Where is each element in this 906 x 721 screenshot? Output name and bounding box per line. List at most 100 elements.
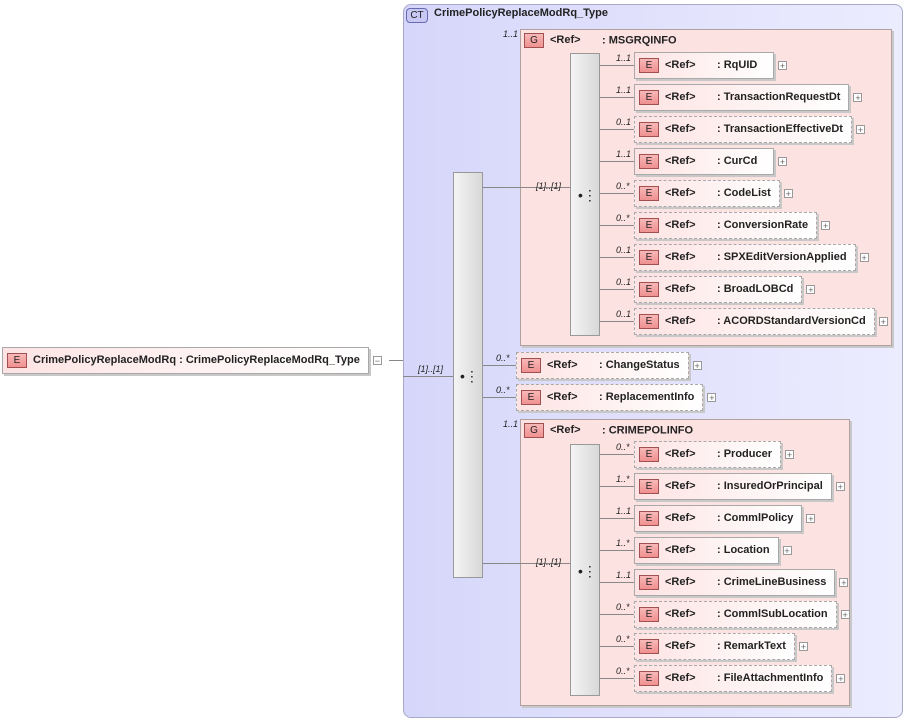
group-header: G <Ref>: MSGRQINFO (524, 33, 677, 48)
connector (600, 225, 634, 226)
element-curcd[interactable]: E <Ref>: CurCd (634, 148, 774, 175)
sequence-compositor[interactable] (570, 444, 600, 696)
ref-label: <Ref> (665, 155, 696, 167)
element-badge: E (639, 281, 659, 297)
child-multiplicity: 0..1 (616, 117, 632, 127)
element-insuredorprincipal-row: E <Ref>: InsuredOrPrincipal + (634, 473, 845, 500)
element-transactionrequestdt[interactable]: E <Ref>: TransactionRequestDt (634, 84, 850, 111)
sequence-icon: •⋮ (578, 563, 597, 579)
expand-toggle[interactable]: + (835, 482, 845, 492)
complex-type-badge: CT (406, 8, 428, 23)
sequence-compositor[interactable] (453, 172, 483, 578)
element-location[interactable]: E <Ref>: Location (634, 537, 779, 564)
element-acordstandardversioncd-row: E <Ref>: ACORDStandardVersionCd + (634, 308, 888, 335)
element-name: : RqUID (717, 59, 758, 71)
ref-label: <Ref> (665, 640, 696, 652)
connector (600, 129, 634, 130)
element-conversionrate[interactable]: E <Ref>: ConversionRate (634, 212, 818, 239)
ref-label: <Ref> (550, 34, 581, 47)
element-badge: E (639, 153, 659, 169)
element-name: : SPXEditVersionApplied (717, 251, 847, 263)
expand-toggle[interactable]: + (836, 674, 846, 684)
expand-toggle[interactable]: + (778, 157, 787, 167)
expand-toggle[interactable]: + (806, 285, 816, 295)
element-spxeditversionapplied[interactable]: E <Ref>: SPXEditVersionApplied (634, 244, 856, 271)
connector (600, 550, 634, 551)
connector (600, 289, 634, 290)
element-codelist[interactable]: E <Ref> : CodeList (634, 180, 780, 207)
element-name: : InsuredOrPrincipal (717, 480, 823, 492)
element-transactioneffectivedt[interactable]: E <Ref>: TransactionEffectiveDt (634, 116, 852, 143)
element-insuredorprincipal[interactable]: E <Ref>: InsuredOrPrincipal (634, 473, 832, 500)
element-rquid-row: E <Ref>: RqUID + (634, 52, 787, 79)
element-name: : FileAttachmentInfo (717, 672, 824, 684)
ref-label: <Ref> (665, 123, 696, 135)
element-commlpolicy[interactable]: E <Ref>: CommlPolicy (634, 505, 803, 532)
collapse-toggle[interactable]: − (372, 356, 382, 366)
root-element-name: CrimePolicyReplaceModRq (33, 354, 177, 366)
child-multiplicity: 1..1 (616, 85, 632, 95)
expand-toggle[interactable]: + (859, 253, 869, 263)
element-badge: E (639, 606, 659, 622)
connector (600, 454, 634, 455)
element-name: : CodeList (717, 187, 771, 199)
expand-toggle[interactable]: + (853, 93, 863, 103)
ref-label: <Ref> (547, 359, 578, 371)
expand-toggle[interactable]: + (778, 61, 787, 71)
ref-label: <Ref> (665, 219, 696, 231)
element-fileattachmentinfo-row: E <Ref> : FileAttachmentInfo + (634, 665, 846, 692)
element-curcd-row: E <Ref>: CurCd + (634, 148, 787, 175)
element-rquid[interactable]: E <Ref>: RqUID (634, 52, 774, 79)
element-crimelinebusiness[interactable]: E <Ref>: CrimeLineBusiness (634, 569, 836, 596)
element-name: : TransactionRequestDt (717, 91, 841, 103)
expand-toggle[interactable]: + (783, 189, 793, 199)
expand-toggle[interactable]: + (782, 546, 792, 556)
expand-toggle[interactable]: + (785, 450, 795, 460)
element-badge: E (639, 89, 659, 105)
expand-toggle[interactable]: + (692, 361, 702, 371)
connector (403, 376, 453, 377)
connector (600, 257, 634, 258)
expand-toggle[interactable]: + (878, 317, 888, 327)
expand-toggle[interactable]: + (707, 393, 717, 403)
child-multiplicity: 1..1 (616, 570, 632, 580)
element-name: : BroadLOBCd (717, 283, 794, 295)
element-badge: E (639, 574, 659, 590)
element-badge: E (639, 510, 659, 526)
child-multiplicity: 1..* (616, 474, 630, 484)
ref-label: <Ref> (665, 608, 696, 620)
ref-label: <Ref> (665, 480, 696, 492)
ref-label: <Ref> (665, 576, 696, 588)
element-badge: E (639, 670, 659, 686)
connector (483, 365, 516, 366)
connector (520, 187, 570, 188)
element-replacementinfo[interactable]: E <Ref>: ReplacementInfo (516, 384, 704, 411)
element-badge: E (639, 249, 659, 265)
group-badge: G (524, 423, 544, 438)
element-producer[interactable]: E <Ref>: Producer (634, 441, 782, 468)
root-element[interactable]: E CrimePolicyReplaceModRq : CrimePolicyRe… (2, 347, 369, 374)
child-multiplicity: 0..* (616, 666, 630, 676)
expand-toggle[interactable]: + (798, 642, 808, 652)
expand-toggle[interactable]: + (855, 125, 865, 135)
connector (600, 486, 634, 487)
ref-label: <Ref> (665, 187, 696, 199)
element-badge: E (521, 389, 541, 405)
element-broadlobcd[interactable]: E <Ref>: BroadLOBCd (634, 276, 803, 303)
connector (483, 397, 516, 398)
expand-toggle[interactable]: + (840, 610, 850, 620)
element-remarktext[interactable]: E <Ref>: RemarkText (634, 633, 795, 660)
expand-toggle[interactable]: + (839, 578, 849, 588)
ref-label: <Ref> (665, 544, 696, 556)
ref-label: <Ref> (665, 672, 696, 684)
expand-toggle[interactable]: + (806, 514, 816, 524)
element-badge: E (639, 185, 659, 201)
element-changestatus[interactable]: E <Ref>: ChangeStatus (516, 352, 689, 379)
child-multiplicity: 0..* (616, 602, 630, 612)
sequence-compositor[interactable] (570, 53, 600, 336)
element-commlsublocation[interactable]: E <Ref>: CommlSubLocation (634, 601, 837, 628)
expand-toggle[interactable]: + (821, 221, 831, 231)
element-badge: E (639, 446, 659, 462)
element-acordstandardversioncd[interactable]: E <Ref>: ACORDStandardVersionCd (634, 308, 875, 335)
element-fileattachmentinfo[interactable]: E <Ref> : FileAttachmentInfo (634, 665, 833, 692)
